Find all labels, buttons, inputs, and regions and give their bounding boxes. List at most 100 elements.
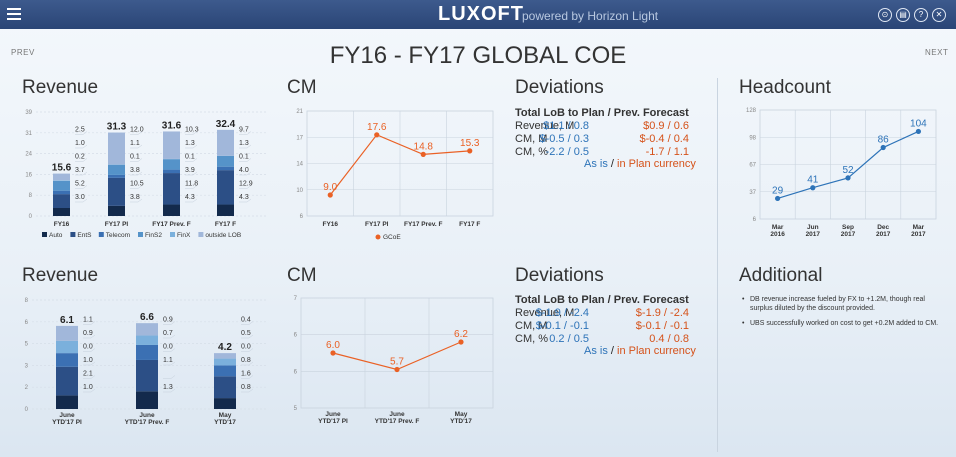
segment-leader-line [241, 348, 254, 352]
segment-value-label: 3.8 [130, 194, 140, 201]
section-title-revenue-top: Revenue [22, 77, 99, 98]
bar-segment [53, 190, 70, 195]
menu-icon[interactable] [7, 8, 21, 20]
close-icon[interactable]: ✕ [932, 8, 946, 22]
bar-segment [108, 174, 125, 178]
next-link[interactable]: NEXT [925, 48, 949, 57]
y-tick-label: 16 [25, 172, 32, 178]
x-category-label: FY17 Prev. F [404, 221, 443, 228]
deviation-label: Revenue, M [515, 120, 575, 132]
legend-label: outside LOB [205, 232, 241, 239]
deviation-as-is: $-0.1 / -0.1 [535, 320, 589, 332]
segment-leader-line [83, 388, 96, 393]
bar-segment [56, 340, 78, 354]
vertical-divider [717, 78, 718, 452]
data-label: 6.0 [326, 340, 340, 351]
legend-marker [375, 234, 381, 240]
segment-leader-line [83, 361, 96, 366]
x-category-label: YTD'17 Pl [318, 418, 348, 425]
y-tick-label: 21 [296, 109, 303, 115]
x-category-label: FY17 Pl [105, 221, 129, 228]
segment-value-label: 0.4 [241, 317, 251, 324]
segment-value-label: 1.3 [239, 140, 249, 147]
export-icon[interactable]: ⊙ [878, 8, 892, 22]
segment-leader-line [130, 131, 143, 135]
data-point [775, 195, 781, 202]
segment-value-label: 0.1 [185, 154, 195, 161]
x-category-label: Sep [842, 224, 854, 231]
bar-total-label: 4.2 [218, 342, 232, 353]
segment-value-label: 9.7 [239, 127, 249, 134]
x-category-label: June [389, 411, 405, 418]
legend-label: FinX [177, 232, 191, 239]
legend-swatch [42, 232, 47, 237]
deviation-as-is: -2.2 / 0.5 [545, 146, 589, 158]
bar-segment [136, 391, 158, 409]
x-category-label: 2017 [806, 231, 821, 238]
data-label: 52 [842, 165, 854, 176]
bar-segment [56, 366, 78, 396]
bar-segment [53, 180, 70, 181]
y-tick-label: 17 [296, 135, 303, 141]
deviations-top-row: CM, % -2.2 / 0.5 -1.7 / 1.1 [515, 146, 689, 159]
bar-segment [53, 194, 70, 208]
bar-segment [136, 344, 158, 360]
prev-link[interactable]: PREV [11, 48, 35, 57]
y-tick-label: 5 [25, 342, 29, 348]
segment-leader-line [130, 158, 143, 162]
help-icon[interactable]: ? [914, 8, 928, 22]
legend-label: Auto [49, 232, 63, 239]
segment-leader-line [185, 185, 198, 189]
data-point [880, 144, 886, 151]
bar-segment [214, 358, 236, 366]
deviation-label: CM, M [515, 320, 548, 332]
segment-leader-line [241, 334, 254, 339]
segment-leader-line [163, 321, 176, 325]
bar-total-label: 6.1 [60, 315, 74, 326]
legend-swatch [138, 232, 143, 237]
segment-value-label: 0.5 [241, 330, 251, 337]
brand-logo: LUXOFT [438, 3, 524, 25]
data-point [374, 132, 380, 138]
deviation-plan-currency: $-0.4 / 0.4 [639, 133, 689, 145]
page-title: FY16 - FY17 GLOBAL COE [329, 42, 627, 69]
data-point [327, 192, 333, 198]
segment-value-label: 0.7 [163, 330, 173, 337]
deviation-label: CM, M [515, 133, 548, 145]
segment-leader-line [241, 375, 254, 379]
data-label: 14.8 [414, 141, 434, 152]
bar-segment [108, 177, 125, 206]
segment-value-label: 1.3 [163, 384, 173, 391]
deviation-plan-currency: 0.4 / 0.8 [649, 333, 689, 345]
legend-separator: / [607, 345, 618, 357]
segment-value-label: 3.7 [75, 167, 85, 174]
legend-label: EntS [77, 232, 92, 239]
x-category-label: FY17 F [215, 221, 236, 228]
x-category-label: YTD'17 [214, 419, 236, 426]
data-point [915, 128, 921, 135]
bar-segment [53, 173, 70, 181]
data-point [458, 339, 464, 345]
y-tick-label: 24 [25, 152, 32, 158]
bar-segment [217, 166, 234, 171]
segment-leader-line [185, 144, 198, 149]
data-point [845, 175, 851, 181]
segment-value-label: 1.0 [83, 384, 93, 391]
print-icon[interactable]: ▤ [896, 8, 910, 22]
segment-value-label: 4.3 [239, 194, 249, 201]
legend-label: Telecom [106, 232, 130, 239]
x-category-label: FY16 [54, 221, 70, 228]
deviation-as-is: $-0.5 / 0.3 [539, 133, 589, 145]
segment-leader-line [163, 388, 176, 393]
data-label: 6.2 [454, 329, 468, 340]
bar-segment [163, 159, 180, 170]
legend-plan-currency: in Plan currency [617, 345, 696, 357]
bar-segment [53, 180, 70, 191]
bar-total-label: 31.6 [162, 120, 182, 131]
segment-leader-line [75, 144, 88, 149]
x-category-label: 2017 [841, 231, 856, 238]
x-category-label: FY17 Prev. F [152, 221, 191, 228]
y-tick-label: 10 [296, 188, 303, 194]
data-point [394, 366, 400, 373]
bar-segment [214, 376, 236, 399]
